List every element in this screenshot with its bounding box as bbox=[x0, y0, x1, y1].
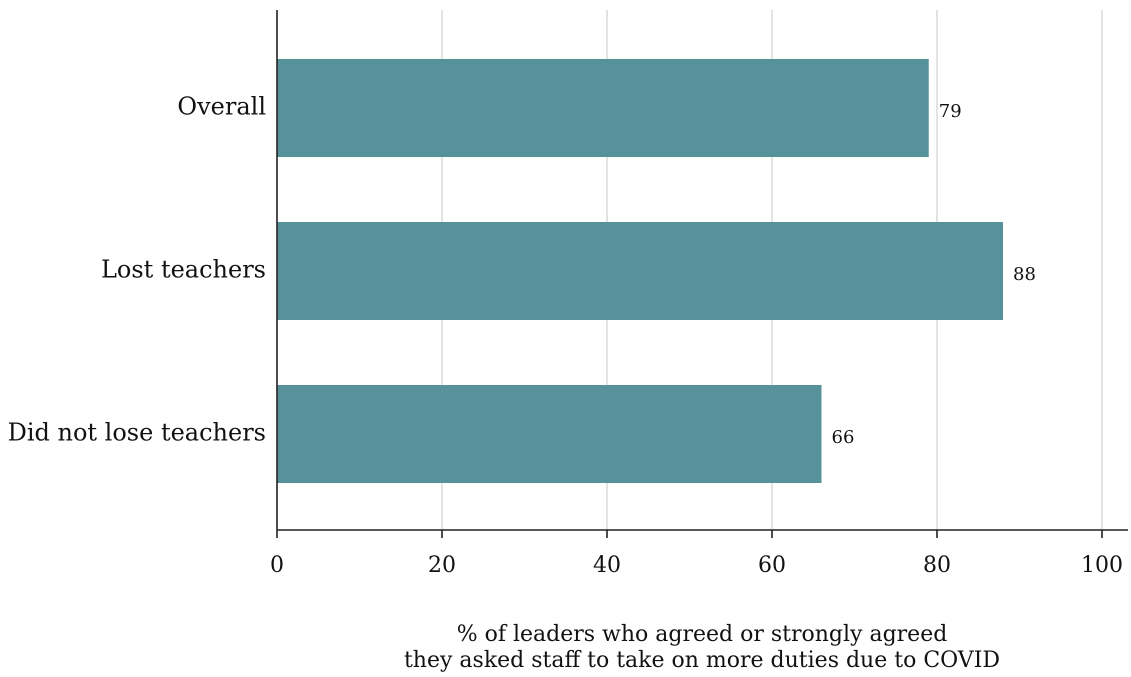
category-label-0: Overall bbox=[177, 93, 266, 121]
x-axis-label-line-2: they asked staff to take on more duties … bbox=[403, 648, 1001, 673]
bar-2 bbox=[277, 385, 822, 483]
category-label-2: Did not lose teachers bbox=[8, 419, 266, 447]
x-axis-label: % of leaders who agreed or strongly agre… bbox=[277, 622, 1127, 674]
value-label-1: 88 bbox=[1013, 264, 1036, 285]
x-tick-label-40: 40 bbox=[593, 553, 621, 578]
x-tick-label-80: 80 bbox=[923, 553, 951, 578]
x-axis-label-line-1: % of leaders who agreed or strongly agre… bbox=[456, 622, 948, 647]
axis-layer bbox=[276, 10, 1128, 538]
bar-layer bbox=[277, 59, 1003, 483]
label-layer: Overall 79 Lost teachers 88 Did not lose tea… bbox=[8, 93, 1123, 579]
value-label-2: 66 bbox=[832, 427, 855, 448]
bar-0 bbox=[277, 59, 929, 157]
value-label-0: 79 bbox=[939, 101, 962, 122]
x-tick-label-0: 0 bbox=[270, 553, 284, 578]
bar-1 bbox=[277, 222, 1003, 320]
x-tick-label-20: 20 bbox=[428, 553, 456, 578]
category-label-1: Lost teachers bbox=[101, 256, 266, 284]
x-tick-label-100: 100 bbox=[1081, 553, 1123, 578]
x-tick-label-60: 60 bbox=[758, 553, 786, 578]
